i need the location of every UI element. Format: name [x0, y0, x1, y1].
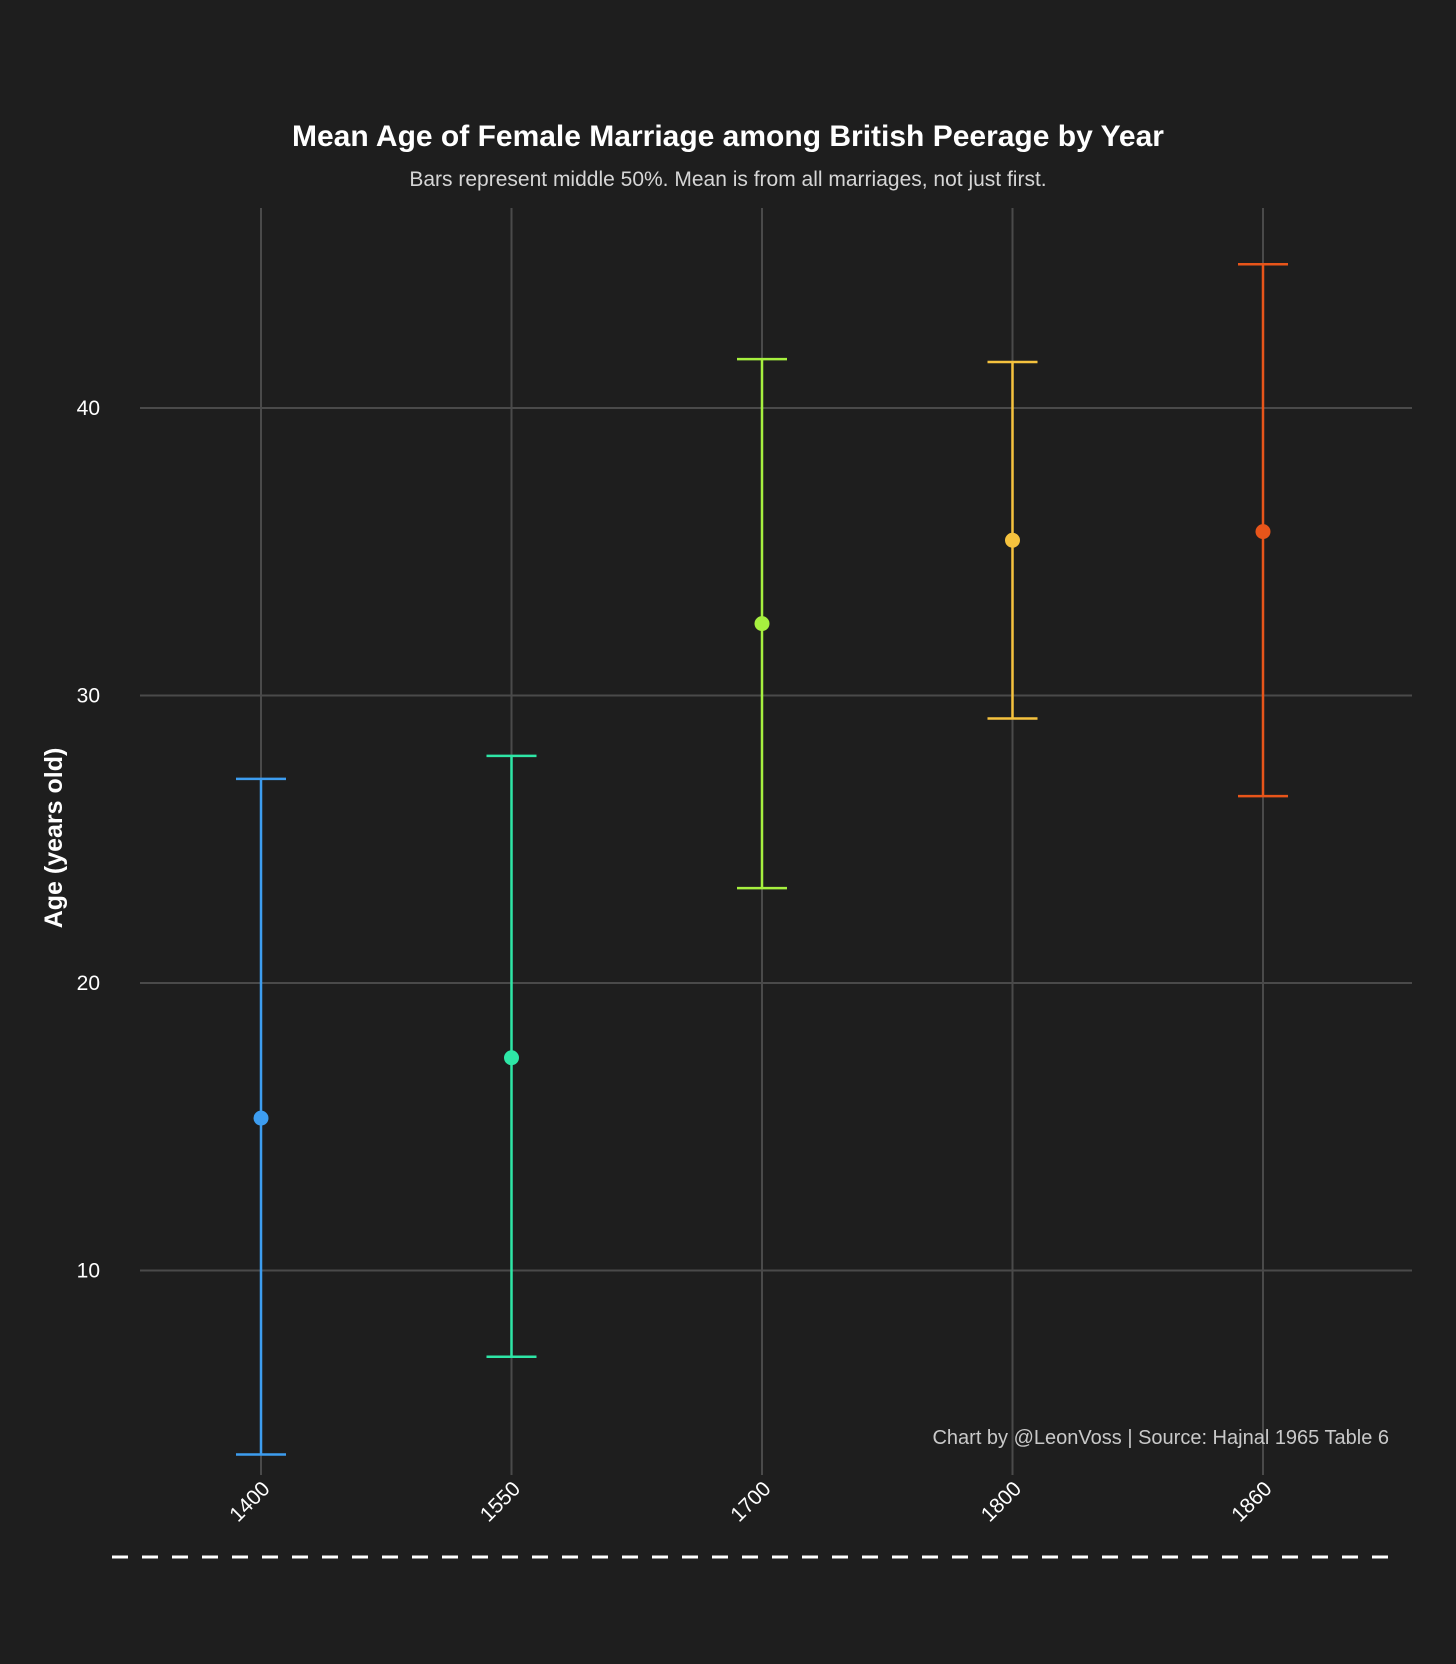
mean-point-1400 [253, 1110, 269, 1126]
y-axis-ticks: 10 20 30 40 [77, 397, 100, 1283]
y-axis-title: Age (years old) [40, 748, 68, 929]
y-tick-label: 20 [77, 972, 100, 995]
mean-point-1860 [1255, 524, 1271, 540]
mean-points [253, 524, 1271, 1126]
x-axis-ticks: 1400 1550 1700 1800 1860 [225, 1477, 1276, 1526]
chart-caption: Chart by @LeonVoss | Source: Hajnal 1965… [932, 1427, 1389, 1449]
x-tick-label: 1800 [977, 1477, 1026, 1526]
y-tick-label: 10 [77, 1260, 100, 1283]
chart-title: Mean Age of Female Marriage among Britis… [292, 120, 1164, 153]
x-tick-label: 1400 [225, 1477, 274, 1526]
mean-point-1700 [754, 616, 770, 632]
y-tick-label: 40 [77, 397, 100, 420]
mean-point-1800 [1005, 532, 1020, 548]
y-tick-label: 30 [77, 685, 100, 708]
x-tick-label: 1550 [476, 1477, 525, 1526]
mean-point-1550 [504, 1050, 519, 1066]
x-tick-label: 1860 [1227, 1477, 1276, 1526]
grid-lines [140, 208, 1412, 1475]
chart-subtitle: Bars represent middle 50%. Mean is from … [409, 168, 1047, 191]
x-tick-label: 1700 [726, 1477, 775, 1526]
